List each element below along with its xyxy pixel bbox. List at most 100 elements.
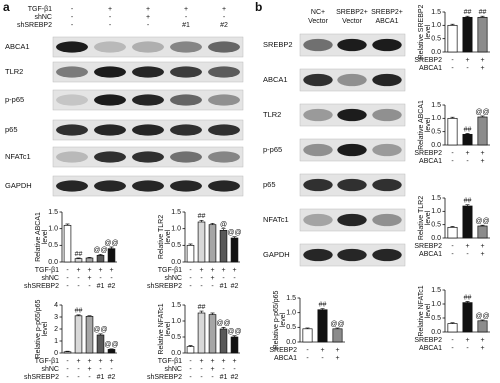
band	[337, 143, 367, 157]
error-bar	[221, 327, 226, 329]
condition-value: -	[451, 57, 454, 64]
y-tick-label: 0.5	[431, 36, 441, 43]
condition-label: shSREBP2	[24, 283, 59, 290]
condition-value: #2	[108, 374, 116, 381]
condition-value: -	[147, 22, 150, 29]
condition-value: -	[451, 345, 454, 352]
condition-value: -	[466, 65, 469, 72]
band	[94, 124, 126, 136]
y-axis-label: level	[280, 312, 287, 327]
significance-label: @@	[216, 320, 230, 327]
condition-value: -	[71, 22, 74, 29]
band	[372, 178, 402, 192]
condition-value: -	[233, 275, 236, 282]
band	[132, 151, 164, 163]
bar	[462, 302, 473, 333]
y-tick-label: 0.0	[431, 235, 441, 242]
bar	[462, 205, 473, 239]
condition-value: +	[465, 337, 469, 344]
condition-value: -	[451, 251, 454, 258]
y-tick-label: 0.0	[48, 259, 58, 266]
bar	[107, 248, 116, 263]
condition-value: -	[110, 366, 113, 373]
error-bar	[480, 319, 485, 321]
band	[56, 124, 88, 136]
significance-label: ##	[479, 9, 487, 16]
bar	[74, 258, 83, 263]
condition-value: -	[466, 251, 469, 258]
error-bar	[465, 301, 470, 303]
blot-label: p-p65	[263, 145, 282, 154]
condition-value: -	[189, 366, 192, 373]
error-bar	[305, 327, 310, 329]
band	[372, 213, 402, 227]
condition-label: TGF-β1	[35, 267, 59, 274]
condition-value: +	[87, 267, 91, 274]
band	[337, 108, 367, 122]
condition-value: +	[76, 267, 80, 274]
condition-label: shNC	[34, 14, 52, 21]
bar	[208, 314, 217, 354]
error-bar	[210, 312, 215, 315]
error-bar	[480, 224, 485, 226]
band	[94, 94, 126, 106]
condition-value: -	[189, 374, 192, 381]
condition-value: +	[87, 366, 91, 373]
error-bar	[465, 204, 470, 206]
condition-value: -	[200, 283, 203, 290]
y-tick-label: 1.5	[286, 295, 296, 302]
error-bar	[98, 333, 103, 335]
error-bar	[65, 223, 70, 226]
condition-value: -	[200, 366, 203, 373]
condition-value: +	[465, 243, 469, 250]
bar	[96, 254, 105, 263]
condition-label: SREBP2	[414, 243, 442, 250]
bar	[107, 349, 116, 354]
condition-value: -	[451, 337, 454, 344]
panel-label: a	[3, 0, 10, 14]
bar	[74, 315, 83, 354]
condition-value: +	[76, 358, 80, 365]
condition-value: +	[335, 355, 339, 362]
condition-value: +	[98, 267, 102, 274]
bar	[477, 225, 488, 239]
blot-label: p65	[263, 180, 276, 189]
condition-value: -	[189, 267, 192, 274]
bar	[477, 116, 488, 146]
lane-label: Vector	[308, 18, 329, 25]
condition-value: #2	[231, 283, 239, 290]
y-tick-label: 1.0	[431, 301, 441, 308]
condition-value: -	[66, 358, 69, 365]
condition-label: shSREBP2	[147, 374, 182, 381]
y-tick-label: 4	[54, 302, 58, 309]
band	[208, 151, 240, 163]
significance-label: ##	[464, 126, 472, 133]
band	[132, 94, 164, 106]
y-tick-label: 0.5	[171, 242, 181, 249]
bar	[317, 309, 328, 343]
lane-label: Vector	[342, 18, 363, 25]
condition-value: -	[222, 366, 225, 373]
condition-value: -	[66, 366, 69, 373]
condition-value: +	[222, 6, 226, 13]
condition-value: -	[211, 283, 214, 290]
condition-value: +	[221, 267, 225, 274]
condition-label: TGF-β1	[158, 267, 182, 274]
y-axis-label: level	[425, 117, 432, 132]
significance-label: @@	[475, 218, 489, 225]
condition-value: -	[109, 22, 112, 29]
y-tick-label: 1.0	[431, 22, 441, 29]
condition-value: -	[200, 374, 203, 381]
significance-label: @@	[475, 313, 489, 320]
condition-value: -	[222, 275, 225, 282]
band	[372, 143, 402, 157]
y-axis-label: Relative SREBP2	[418, 4, 425, 59]
condition-label: SREBP2	[414, 337, 442, 344]
condition-label: ABCA1	[419, 65, 442, 72]
condition-value: +	[210, 358, 214, 365]
y-tick-label: 1.0	[171, 318, 181, 325]
condition-label: ABCA1	[419, 158, 442, 165]
condition-label: shNC	[41, 366, 59, 373]
bar	[332, 328, 343, 343]
condition-value: #2	[108, 283, 116, 290]
